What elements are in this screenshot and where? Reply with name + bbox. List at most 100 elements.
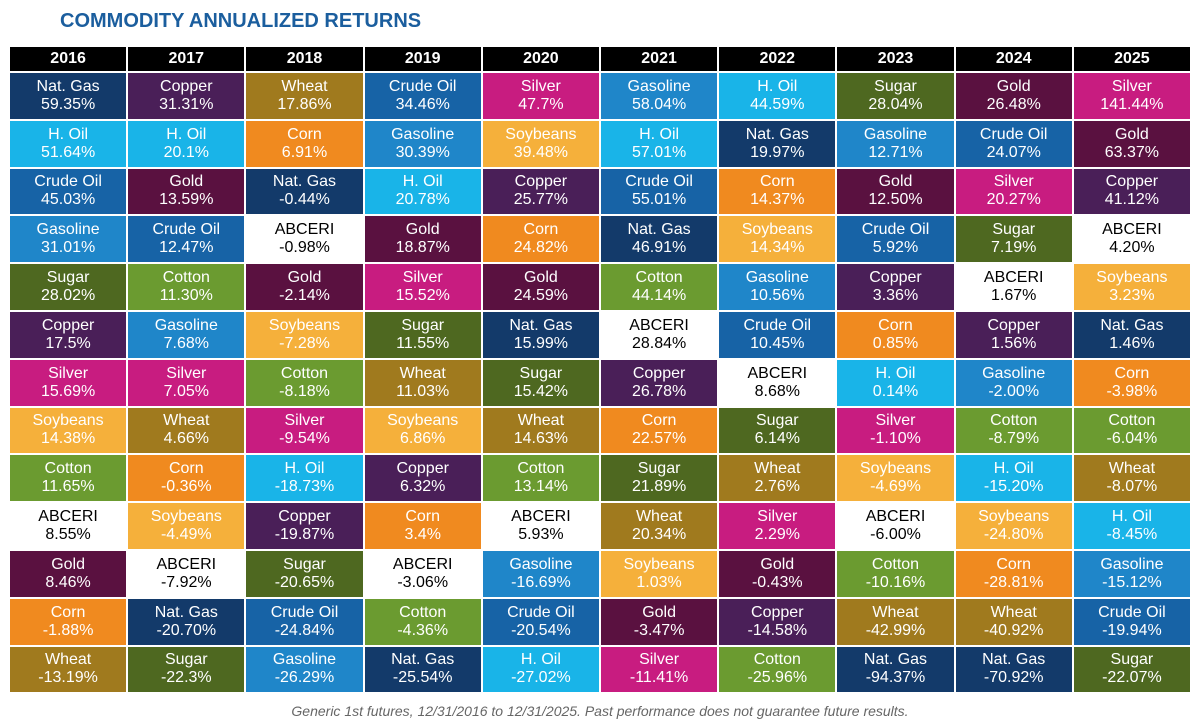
commodity-name: Soybeans [859,460,932,478]
commodity-cell: H. Oil 20.1% [128,120,245,167]
commodity-cell: Wheat 17.86% [246,73,363,119]
commodity-name: Cotton [399,603,447,621]
commodity-name: Corn [287,125,322,143]
return-value: -25.96% [747,669,808,687]
return-value: -6.00% [870,526,921,544]
commodity-name: Gold [51,555,85,573]
return-value: 14.63% [513,430,569,448]
footnote: Generic 1st futures, 12/31/2016 to 12/31… [291,703,909,719]
commodity-cell: H. Oil 44.59% [719,73,836,119]
commodity-name: Crude Oil [625,173,693,191]
return-value: 44.14% [631,287,687,305]
return-value: 11.55% [396,334,450,352]
commodity-cell: H. Oil 57.01% [600,120,718,167]
commodity-cell: Sugar 7.19% [955,216,1072,263]
commodity-name: Soybeans [623,555,695,573]
commodity-cell: H. Oil -8.45% [1073,503,1190,549]
commodity-name: H. Oil [639,125,680,143]
return-value: 6.14% [754,430,800,448]
return-value: 6.32% [400,478,446,496]
commodity-cell: Gasoline -16.69% [482,550,599,597]
year-column: 2019 Crude Oil 34.46% Gasoline 30.39% H. Oil 2… [364,47,481,693]
commodity-name: Gold [287,269,322,287]
return-value: -19.87% [274,526,335,544]
commodity-name: Crude Oil [979,125,1048,143]
commodity-cell: Wheat 2.76% [719,455,836,502]
commodity-cell: Gasoline 10.56% [719,264,836,310]
commodity-name: ABCERI [865,508,926,526]
commodity-cell: Copper 1.56% [955,311,1072,358]
commodity-cell: Cotton 44.14% [600,264,718,310]
commodity-cell: Soybeans -7.28% [246,311,363,358]
year-column: 2021 Gasoline 58.04% H. Oil 57.01% Crude Oil 5… [600,47,718,693]
commodity-cell: Gold 18.87% [364,216,481,263]
commodity-name: Wheat [163,412,210,430]
commodity-name: ABCERI [392,555,453,573]
return-value: 8.55% [45,526,91,544]
return-value: 20.1% [163,143,209,161]
return-value: -40.92% [983,621,1044,639]
commodity-name: Corn [405,508,441,526]
commodity-name: Nat. Gas [391,651,455,669]
commodity-cell: Sugar 6.14% [719,407,836,454]
commodity-name: Corn [1114,364,1150,382]
commodity-cell: Silver 15.69% [10,359,127,406]
return-value: -22.07% [1102,669,1162,687]
commodity-name: Wheat [754,460,801,478]
return-value: -4.69% [870,478,921,496]
commodity-name: Gasoline [36,221,100,239]
commodity-cell: Cotton 11.65% [10,455,127,502]
return-value: -8.45% [1106,526,1158,544]
commodity-name: Corn [641,412,677,430]
commodity-cell: Nat. Gas -25.54% [364,646,481,693]
commodity-cell: Sugar 11.55% [364,311,481,358]
return-value: -8.07% [1106,478,1158,496]
commodity-cell: Gold 8.46% [10,550,127,597]
commodity-name: Cotton [44,460,92,478]
return-value: 2.76% [754,478,800,496]
return-value: 1.03% [636,573,682,591]
commodity-cell: Corn -0.36% [128,455,245,502]
return-value: -2.00% [988,382,1040,400]
commodity-name: Cotton [753,651,801,669]
commodity-cell: Wheat 14.63% [482,407,599,454]
commodity-name: Nat. Gas [627,221,691,239]
commodity-name: Gold [405,221,440,239]
return-value: -24.84% [274,621,335,639]
return-value: -2.14% [279,287,330,305]
return-value: 1.67% [991,287,1037,305]
commodity-cell: Soybeans 1.03% [600,550,718,597]
commodity-cell: Gold 24.59% [482,264,599,310]
quilt-table: 2016 Nat. Gas 59.35% H. Oil 51.64% Crude Oil 4… [10,47,1190,693]
commodity-cell: Nat. Gas 19.97% [719,120,836,167]
commodity-name: H. Oil [757,77,798,95]
return-value: 45.03% [40,191,96,209]
commodity-cell: H. Oil 20.78% [364,168,481,215]
return-value: -7.92% [160,573,212,591]
return-value: 39.48% [513,143,569,161]
return-value: 3.4% [404,526,441,544]
commodity-cell: Crude Oil 45.03% [10,168,127,215]
commodity-name: Nat. Gas [36,77,100,95]
commodity-cell: Copper 25.77% [482,168,599,215]
year-column: 2016 Nat. Gas 59.35% H. Oil 51.64% Crude Oil 4… [10,47,127,693]
title: COMMODITY ANNUALIZED RETURNS [60,10,422,32]
commodity-cell: Gasoline -15.12% [1073,550,1190,597]
return-value: 12.47% [159,239,214,257]
return-value: 7.19% [991,239,1037,257]
commodity-cell: ABCERI 8.68% [719,359,836,406]
return-value: 5.93% [518,526,564,544]
commodity-cell: Nat. Gas -20.70% [128,598,245,645]
commodity-cell: Gasoline -2.00% [955,359,1072,406]
commodity-cell: Gasoline 58.04% [600,73,718,119]
commodity-cell: Crude Oil 12.47% [128,216,245,263]
commodity-name: Sugar [46,269,90,287]
commodity-name: Cotton [162,269,210,287]
commodity-cell: Crude Oil 10.45% [719,311,836,358]
commodity-name: Corn [523,221,559,239]
commodity-name: ABCERI [1102,221,1162,239]
commodity-cell: Crude Oil 55.01% [600,168,718,215]
return-value: 14.38% [40,430,96,448]
commodity-name: H. Oil [993,460,1034,478]
return-value: 7.05% [163,382,209,400]
